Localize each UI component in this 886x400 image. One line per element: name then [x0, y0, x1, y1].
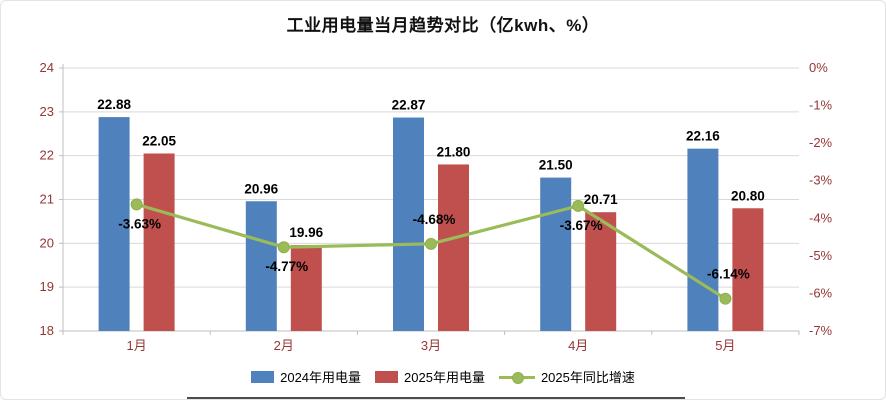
- bar-2025: [732, 208, 764, 331]
- left-axis-label: 19: [40, 279, 54, 294]
- bar-2024-value-label: 22.87: [392, 98, 426, 113]
- right-axis-label: -7%: [809, 323, 833, 338]
- left-axis-label: 24: [40, 60, 54, 75]
- x-axis-label: 3月: [421, 338, 441, 353]
- legend-item-2024: 2024年用电量: [251, 367, 361, 386]
- growth-value-label: -3.67%: [560, 218, 603, 233]
- bar-2025: [143, 153, 175, 331]
- left-axis-label: 18: [40, 323, 54, 338]
- bar-2025-value-label: 20.80: [731, 188, 765, 203]
- x-axis-label: 2月: [274, 338, 294, 353]
- legend-item-2025: 2025年用电量: [375, 367, 485, 386]
- right-axis-label: -1%: [809, 98, 833, 113]
- growth-value-label: -4.77%: [265, 259, 308, 274]
- x-axis-label: 1月: [126, 338, 146, 353]
- right-axis-label: -4%: [809, 210, 833, 225]
- bar-2025-value-label: 19.96: [289, 225, 323, 240]
- left-axis-label: 23: [40, 104, 54, 119]
- bottom-border-line: [187, 397, 685, 399]
- left-axis-label: 22: [40, 148, 54, 163]
- bar-2024-value-label: 20.96: [244, 181, 278, 196]
- right-axis-label: -3%: [809, 173, 833, 188]
- right-axis-label: -2%: [809, 135, 833, 150]
- chart-title: 工业用电量当月趋势对比（亿kwh、%）: [286, 16, 600, 35]
- bar-2024-value-label: 22.16: [686, 129, 720, 144]
- x-axis-label: 5月: [715, 338, 735, 353]
- growth-line-marker: [277, 241, 290, 254]
- legend-swatch-growth-icon: [498, 371, 535, 384]
- bar-2024: [540, 177, 572, 331]
- bar-2025-value-label: 21.80: [437, 144, 471, 159]
- growth-value-label: -4.68%: [413, 212, 456, 227]
- growth-line-marker: [425, 237, 437, 250]
- legend-label-2024: 2024年用电量: [280, 370, 362, 385]
- right-axis-label: 0%: [809, 60, 828, 75]
- left-axis-label: 20: [40, 235, 54, 250]
- bar-2024-value-label: 22.88: [97, 97, 131, 112]
- growth-line-marker: [572, 199, 585, 212]
- legend-label-2025: 2025年用电量: [404, 370, 485, 385]
- bar-2024: [687, 148, 719, 331]
- bar-2025: [290, 245, 322, 331]
- bar-2024: [245, 201, 277, 331]
- legend-swatch-2024-icon: [251, 370, 275, 383]
- x-axis-label: 4月: [568, 338, 588, 353]
- bar-2025: [585, 212, 617, 331]
- bar-2024: [393, 117, 424, 331]
- growth-value-label: -6.14%: [707, 267, 750, 282]
- left-axis-label: 21: [40, 192, 54, 207]
- legend-label-growth: 2025年同比增速: [540, 370, 635, 385]
- bar-2025-value-label: 20.71: [584, 192, 618, 207]
- growth-line-marker: [719, 292, 732, 305]
- bar-2025-value-label: 22.05: [142, 133, 176, 148]
- legend: 2024年用电量 2025年用电量 2025年同比增速: [1, 367, 885, 386]
- growth-value-label: -3.63%: [118, 216, 161, 231]
- legend-swatch-2025-icon: [375, 370, 399, 383]
- bar-2024: [98, 117, 130, 332]
- right-axis-label: -6%: [809, 285, 833, 300]
- legend-item-growth: 2025年同比增速: [498, 367, 635, 386]
- right-axis-label: -5%: [809, 248, 833, 263]
- bar-2024-value-label: 21.50: [539, 158, 573, 173]
- growth-line-marker: [130, 198, 143, 211]
- bar-2025: [438, 164, 469, 331]
